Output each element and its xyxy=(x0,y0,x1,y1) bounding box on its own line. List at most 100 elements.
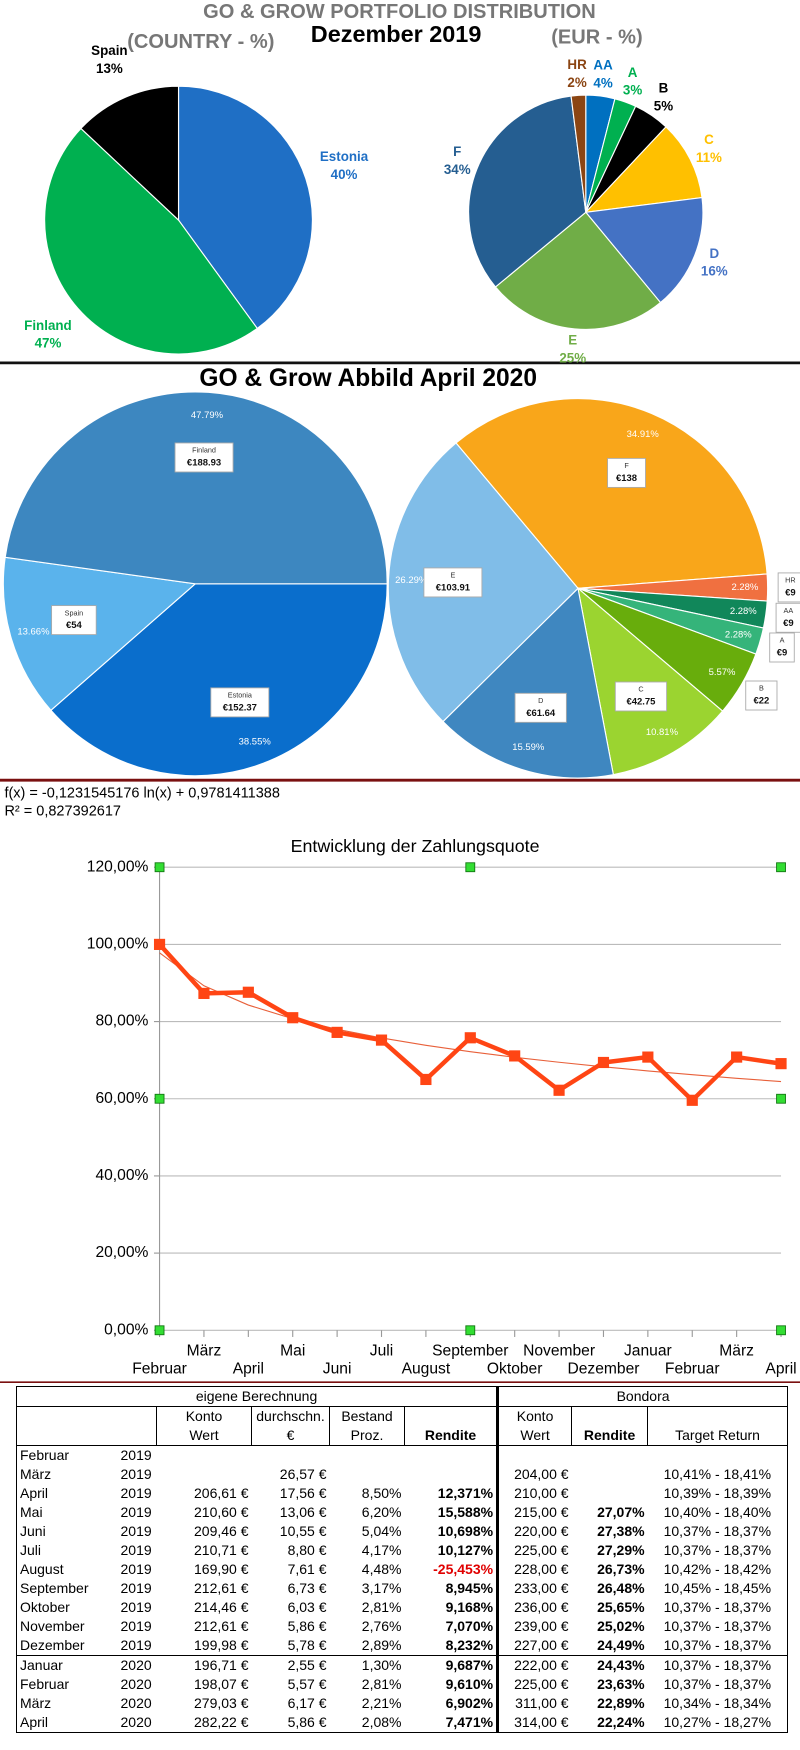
x-tick-label: März xyxy=(187,1343,222,1360)
amount-label: €9 xyxy=(785,588,796,599)
trendline xyxy=(159,952,782,1083)
table-cell: Wert xyxy=(156,1426,252,1446)
table-cell: 212,61 € xyxy=(194,1618,249,1634)
table-cell: 2019 xyxy=(120,1580,152,1596)
table-cell: 10,40% - 18,40% xyxy=(663,1504,772,1520)
amount-label: €22 xyxy=(753,696,769,707)
amount-label: €54 xyxy=(66,620,83,631)
slice-value: 2% xyxy=(567,75,586,90)
y-tick-label: 100,00% xyxy=(87,936,149,953)
table-cell: 10,37% - 18,37% xyxy=(663,1618,772,1634)
x-tick-label: April xyxy=(765,1360,796,1377)
table-cell: 199,98 € xyxy=(194,1637,249,1653)
pie-slice xyxy=(468,95,587,288)
amount-category: A xyxy=(780,636,785,645)
table-cell: 9,610% xyxy=(445,1676,494,1692)
data-line xyxy=(157,942,782,1103)
table-cell: 2019 xyxy=(120,1485,152,1501)
table-cell: 2019 xyxy=(120,1523,152,1539)
data-point xyxy=(642,1051,654,1063)
table-cell: 212,61 € xyxy=(194,1580,249,1596)
table-cell: 12,371% xyxy=(437,1485,494,1501)
amount-box xyxy=(777,572,800,603)
amount-box xyxy=(607,457,646,488)
pie-slice xyxy=(584,126,703,214)
slice-label: B xyxy=(659,81,669,96)
table-cell: 10,37% - 18,37% xyxy=(663,1523,772,1539)
table-cell: März xyxy=(20,1466,52,1482)
amount-box xyxy=(614,681,668,712)
table-cell: 10,37% - 18,37% xyxy=(647,1655,788,1675)
x-tick-label: Januar xyxy=(624,1343,672,1360)
table-cell: 5,78 € xyxy=(287,1637,327,1653)
x-tick-label: November xyxy=(523,1343,595,1360)
table-cell: -25,453% xyxy=(433,1561,494,1577)
table-row: Konto durchschn. Bestand Konto xyxy=(17,1406,788,1427)
table-cell: 10,42% - 18,42% xyxy=(663,1561,772,1577)
slice-percent: 2.28% xyxy=(731,582,758,593)
table-cell: Target Return xyxy=(647,1426,788,1446)
table-cell: 2019 xyxy=(120,1542,152,1558)
table-cell: 2019 xyxy=(120,1447,152,1463)
table-cell xyxy=(330,1465,405,1484)
table-cell: 5,86 € xyxy=(287,1714,327,1730)
table-cell: 7,471% xyxy=(445,1714,494,1730)
data-point xyxy=(420,1073,432,1086)
table-cell: 27,07% xyxy=(597,1504,645,1520)
y-tick-label: 40,00% xyxy=(95,1167,148,1184)
pie-title: (COUNTRY - %) xyxy=(127,31,274,53)
table-cell: 25,65% xyxy=(597,1599,645,1615)
amount-category: F xyxy=(624,461,629,470)
table-container: eigene Berechnung Bondora Konto durchschn. B… xyxy=(16,1386,788,1748)
table-cell xyxy=(17,1407,118,1427)
y-tick-label: 120,00% xyxy=(87,858,149,875)
table-row: Februar 2020 198,07 € 5,57 € 2,81% 9,610% 225,… xyxy=(17,1675,788,1694)
amount-label: €9 xyxy=(783,618,794,629)
pie-slice xyxy=(50,583,388,777)
table-cell: April xyxy=(20,1485,49,1501)
data-point xyxy=(597,1056,610,1069)
table-cell: 222,00 € xyxy=(496,1655,572,1675)
amount-box xyxy=(775,602,800,633)
slice-percent: 15.59% xyxy=(512,742,545,753)
slice-label: HR xyxy=(567,57,587,72)
slice-percent: 5.57% xyxy=(709,667,736,678)
table-cell: 8,945% xyxy=(445,1580,494,1596)
table-row: November 2019 212,61 € 5,86 € 2,76% 7,070% 239… xyxy=(17,1617,788,1636)
pie-slice xyxy=(577,586,724,776)
table-row: April 2020 282,22 € 5,86 € 2,08% 7,471% 314,00… xyxy=(17,1713,788,1733)
slice-value: 34% xyxy=(444,162,471,177)
table-row: eigene Berechnung Bondora xyxy=(16,1386,788,1407)
selection-handle xyxy=(465,1325,476,1336)
table-cell: August xyxy=(20,1561,64,1577)
amount-box xyxy=(514,692,567,723)
data-point xyxy=(731,1051,743,1063)
table-cell: 206,61 € xyxy=(194,1485,249,1501)
x-tick-label: September xyxy=(432,1343,508,1360)
annotation: R² = 0,827392617 xyxy=(4,803,121,819)
table-cell: 2019 xyxy=(120,1561,152,1577)
table-cell: 225,00 € xyxy=(496,1541,572,1560)
table-cell: 311,00 € xyxy=(496,1694,572,1713)
pie-slice xyxy=(455,398,768,589)
table-cell: Januar xyxy=(16,1655,118,1675)
table-cell: März xyxy=(20,1695,52,1711)
amount-label: €138 xyxy=(616,473,637,484)
table-cell: Konto xyxy=(156,1406,252,1426)
table-cell: Bondora xyxy=(496,1386,788,1407)
x-tick-label: April xyxy=(233,1360,264,1377)
table-row: Februar 2019 xyxy=(17,1445,788,1465)
table-cell: 196,71 € xyxy=(156,1655,252,1675)
table-cell: 2,21% xyxy=(361,1695,402,1711)
table-cell: 279,03 € xyxy=(194,1695,249,1711)
table-cell: 2,55 € xyxy=(251,1655,330,1675)
table-cell: November xyxy=(20,1618,85,1634)
table-row: März 2019 26,57 € 204,00 € 10,41% - 18,41% xyxy=(17,1465,788,1484)
slice-label: AA xyxy=(593,58,613,73)
amount-label: €152.37 xyxy=(223,702,257,713)
table-cell: 13,06 € xyxy=(279,1504,327,1520)
slice-percent: 10.81% xyxy=(646,727,679,738)
slice-percent: 2.28% xyxy=(730,606,757,617)
table-cell: Mai xyxy=(20,1504,43,1520)
